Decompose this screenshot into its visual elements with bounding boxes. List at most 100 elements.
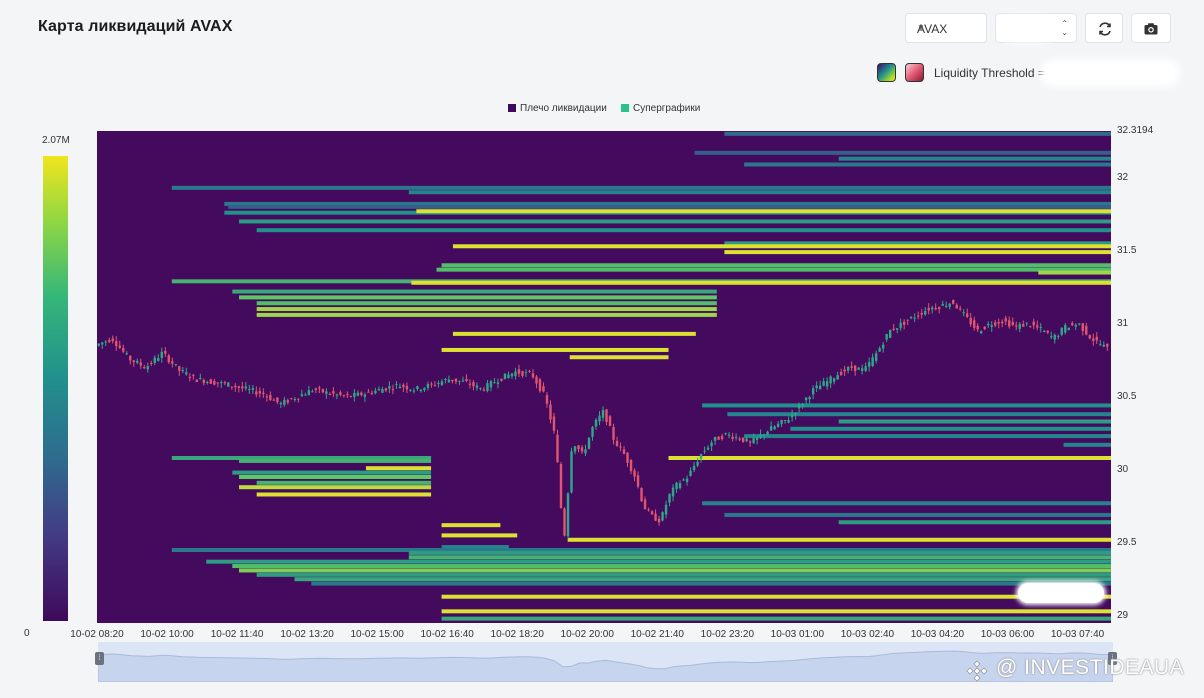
liquidation-band — [411, 280, 1111, 285]
candle-body — [556, 434, 559, 463]
candle-body — [465, 378, 468, 381]
navigator-handle-right[interactable]: ⁞ — [1108, 652, 1117, 665]
candle-body — [909, 316, 913, 319]
candle-body — [776, 423, 780, 427]
candle-body — [381, 389, 384, 393]
candle-body — [839, 372, 843, 375]
candle-body — [678, 483, 682, 489]
liquidation-band — [727, 412, 1111, 417]
candle-body — [853, 365, 857, 372]
candle-body — [650, 511, 654, 515]
candle-body — [451, 379, 454, 382]
y-tick-label: 30.5 — [1117, 390, 1137, 402]
liquidation-band — [441, 533, 518, 538]
candle-body — [167, 355, 170, 363]
candle-body — [559, 464, 563, 508]
red-palette-icon[interactable] — [905, 63, 924, 82]
candle-body — [118, 345, 121, 348]
candle-body — [402, 384, 405, 388]
symbol-select-value: AVAX — [917, 22, 948, 36]
candle-body — [664, 504, 668, 515]
camera-icon — [1144, 23, 1158, 35]
candle-body — [426, 384, 430, 388]
legend-item-supercharts[interactable]: Суперграфики — [621, 103, 700, 114]
candle-body — [1011, 321, 1014, 326]
liquidation-band — [569, 355, 669, 360]
threshold-select[interactable]: ⌃ ⌄ — [995, 13, 1077, 43]
candle-body — [864, 366, 867, 371]
candle-body — [906, 319, 909, 321]
legend-item-liquidation[interactable]: Плечо ликвидации — [508, 103, 607, 114]
candle-body — [125, 353, 128, 355]
viridis-palette-icon[interactable] — [877, 63, 896, 82]
candle-body — [594, 419, 598, 427]
refresh-button[interactable] — [1085, 13, 1123, 43]
candle-body — [213, 380, 216, 385]
screenshot-button[interactable] — [1131, 13, 1171, 43]
candle-body — [608, 416, 612, 426]
candle-body — [458, 380, 461, 382]
candle-body — [752, 438, 755, 444]
candle-body — [318, 387, 321, 389]
liquidation-band — [668, 455, 1111, 460]
candle-body — [843, 369, 846, 372]
candle-body — [727, 434, 731, 436]
candle-body — [689, 470, 692, 476]
candle-body — [479, 387, 482, 389]
candle-body — [307, 390, 311, 396]
candle-body — [780, 420, 783, 424]
candle-body — [1095, 336, 1098, 341]
candle-body — [150, 362, 153, 364]
candle-body — [101, 342, 104, 345]
candle-body — [682, 479, 685, 481]
redacted-watermark — [1018, 583, 1104, 603]
candle-body — [1092, 338, 1095, 341]
candle-body — [349, 396, 353, 398]
redacted-value — [1004, 20, 1050, 38]
liquidation-band — [408, 190, 1112, 195]
candle-body — [370, 392, 374, 394]
candle-body — [132, 360, 135, 363]
candle-body — [216, 382, 220, 384]
navigator-handle-left[interactable]: ⁞ — [95, 652, 104, 665]
candle-body — [1022, 324, 1025, 327]
binance-icon — [966, 660, 988, 682]
candle-body — [1053, 335, 1056, 340]
candle-body — [514, 371, 517, 377]
symbol-select[interactable]: AVAX ▼ — [905, 13, 987, 43]
candle-body — [1018, 323, 1021, 329]
x-tick-label: 10-02 18:20 — [490, 629, 544, 640]
candle-body — [766, 431, 769, 435]
liquidation-band — [452, 244, 1111, 249]
liquidation-band — [724, 241, 1111, 246]
candle-body — [388, 386, 391, 389]
candle-body — [258, 391, 262, 394]
candle-body — [97, 343, 100, 346]
candle-body — [486, 383, 489, 391]
candle-body — [892, 328, 895, 331]
candle-body — [699, 454, 703, 459]
candle-body — [234, 385, 237, 388]
candle-body — [577, 445, 580, 450]
candle-body — [902, 321, 906, 325]
liquidation-band — [311, 581, 1112, 586]
candle-body — [332, 391, 335, 394]
liquidation-band — [206, 559, 1111, 564]
candle-body — [668, 493, 671, 503]
candle-body — [934, 307, 937, 310]
candle-body — [395, 383, 398, 385]
candle-body — [643, 499, 647, 510]
candle-body — [199, 377, 202, 380]
candle-body — [1106, 343, 1109, 347]
candle-body — [636, 475, 640, 487]
candle-body — [542, 386, 545, 392]
candle-body — [801, 403, 804, 407]
candle-body — [328, 393, 332, 395]
candle-body — [174, 364, 177, 366]
liquidation-band — [224, 201, 1111, 206]
range-navigator[interactable] — [98, 642, 1113, 682]
candle-body — [980, 331, 983, 334]
candle-body — [115, 341, 118, 346]
liquidation-band — [452, 331, 696, 336]
